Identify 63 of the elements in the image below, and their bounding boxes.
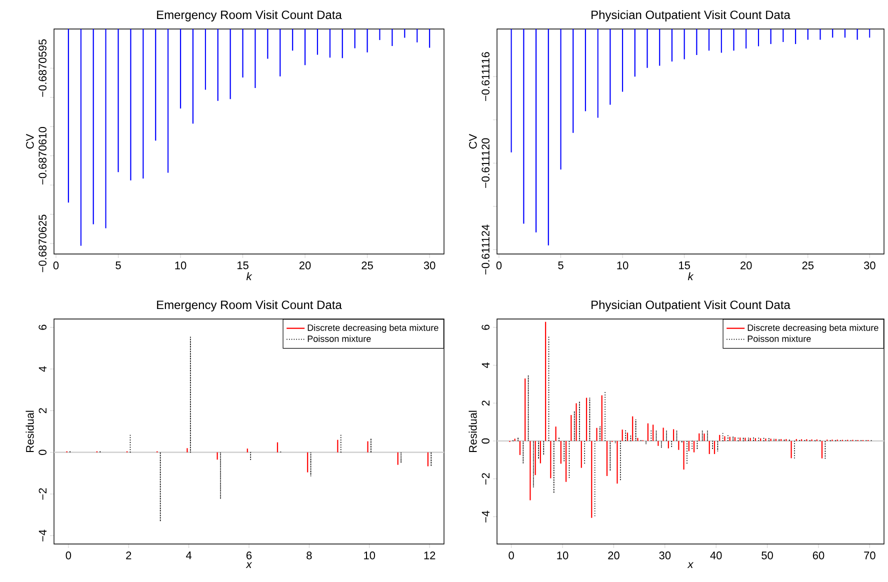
x-tick-label: 40 xyxy=(710,552,722,560)
x-axis-title: x xyxy=(246,562,252,568)
y-axis-title: CV xyxy=(469,134,477,149)
x-tick-label: 60 xyxy=(812,552,824,560)
x-tick-label: 0 xyxy=(66,552,72,560)
y-tick-label: −2 xyxy=(482,473,490,485)
x-tick-label: 25 xyxy=(362,262,373,270)
x-axis-title: x xyxy=(687,562,694,568)
y-tick-label: −0.611124 xyxy=(482,224,490,274)
y-axis-title: CV xyxy=(26,134,34,149)
x-tick-label: 12 xyxy=(424,552,436,560)
y-tick-label: −0.6870610 xyxy=(38,127,46,184)
y-tick-label: −2 xyxy=(38,488,46,500)
legend-label: Poisson mixture xyxy=(308,335,371,342)
chart-title: Emergency Room Visit Count Data xyxy=(157,10,342,22)
y-tick-label: −4 xyxy=(482,510,490,522)
y-tick-label: 4 xyxy=(38,366,46,372)
y-axis-title: Residual xyxy=(26,410,34,452)
x-tick-label: 50 xyxy=(762,552,773,560)
y-tick-label: 4 xyxy=(482,362,490,368)
x-axis-title: k xyxy=(688,272,694,280)
x-tick-label: 10 xyxy=(175,262,186,270)
x-tick-label: 15 xyxy=(237,262,248,270)
chart-title: Physician Outpatient Visit Count Data xyxy=(592,300,790,312)
x-tick-label: 30 xyxy=(424,262,436,270)
x-tick-label: 10 xyxy=(617,262,628,270)
y-tick-label: 0 xyxy=(38,450,46,455)
x-tick-label: 20 xyxy=(608,552,620,560)
y-axis-title: Residual xyxy=(468,410,477,452)
chart-title: Emergency Room Visit Count Data xyxy=(157,300,342,312)
x-tick-label: 30 xyxy=(864,262,876,270)
legend-label: Discrete decreasing beta mixture xyxy=(308,324,438,333)
y-tick-label: 6 xyxy=(482,324,490,330)
x-tick-label: 30 xyxy=(659,552,671,560)
x-tick-label: 0 xyxy=(496,262,502,270)
x-axis-title: k xyxy=(246,272,252,280)
y-tick-label: −0.611120 xyxy=(482,138,490,188)
x-tick-label: 6 xyxy=(246,552,252,560)
x-tick-label: 5 xyxy=(558,262,564,270)
x-tick-label: 70 xyxy=(864,552,876,560)
legend-label: Discrete decreasing beta mixture xyxy=(748,324,878,333)
y-tick-label: −0.6870595 xyxy=(38,39,46,97)
y-tick-label: 6 xyxy=(38,324,46,330)
x-tick-label: 25 xyxy=(802,262,814,270)
x-tick-label: 2 xyxy=(126,552,132,560)
x-tick-label: 5 xyxy=(116,262,121,270)
y-tick-label: 2 xyxy=(482,400,490,406)
x-tick-label: 20 xyxy=(299,262,311,270)
x-tick-label: 0 xyxy=(53,262,59,270)
x-tick-label: 8 xyxy=(306,552,312,560)
y-tick-label: 2 xyxy=(38,408,46,414)
x-tick-label: 0 xyxy=(508,552,514,560)
x-tick-label: 4 xyxy=(186,552,192,560)
x-tick-label: 10 xyxy=(557,552,568,560)
y-tick-label: −0.611116 xyxy=(482,52,490,101)
x-tick-label: 15 xyxy=(679,262,690,270)
chart-title: Physician Outpatient Visit Count Data xyxy=(592,10,790,22)
legend-label: Poisson mixture xyxy=(748,335,811,342)
y-tick-label: −4 xyxy=(38,530,46,542)
y-tick-label: −0.6870625 xyxy=(38,214,46,272)
y-tick-label: 0 xyxy=(482,438,490,444)
x-tick-label: 20 xyxy=(740,262,752,270)
x-tick-label: 10 xyxy=(364,552,376,560)
